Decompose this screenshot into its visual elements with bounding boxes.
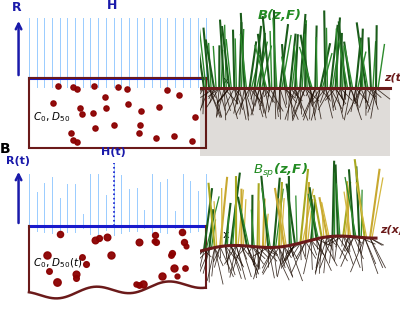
Text: z(x,t): z(x,t) [380, 225, 400, 235]
Point [176, 93, 183, 98]
Point [90, 110, 96, 115]
Point [53, 279, 60, 284]
Point [153, 135, 159, 140]
Point [74, 87, 80, 92]
Point [189, 138, 195, 143]
Point [164, 88, 170, 93]
Point [91, 237, 98, 242]
Point [152, 232, 159, 237]
Point [136, 123, 143, 128]
Point [153, 240, 159, 245]
Point [180, 240, 187, 245]
Text: H: H [107, 0, 117, 12]
Point [182, 244, 189, 248]
Text: $C_0$, $D_{50}(t)$: $C_0$, $D_{50}(t)$ [33, 256, 83, 270]
Point [76, 105, 83, 110]
Bar [29, 78, 206, 148]
Point [133, 282, 139, 287]
Point [171, 134, 178, 139]
Text: $B_{sp}$(z,F): $B_{sp}$(z,F) [252, 162, 308, 179]
Point [83, 262, 90, 267]
Text: x: x [222, 230, 229, 240]
Text: H(t): H(t) [101, 147, 126, 157]
Point [74, 139, 80, 144]
Point [156, 105, 162, 110]
Text: z(t): z(t) [384, 73, 400, 83]
Point [182, 265, 188, 270]
Point [102, 95, 108, 100]
Point [125, 101, 132, 106]
Point [73, 275, 80, 280]
Point [70, 137, 76, 142]
Point [44, 253, 50, 258]
Point [140, 282, 146, 287]
Text: B(z,F): B(z,F) [258, 9, 302, 22]
Point [90, 83, 97, 88]
Text: B: B [0, 142, 10, 156]
Point [45, 269, 52, 274]
Point [115, 85, 121, 90]
Point [78, 112, 85, 117]
Point [179, 230, 185, 235]
Point [171, 266, 178, 271]
Point [151, 238, 158, 243]
Point [168, 250, 175, 255]
Text: A: A [0, 0, 10, 3]
Text: R: R [12, 1, 22, 14]
Point [108, 253, 114, 258]
Point [136, 240, 142, 245]
Point [173, 273, 180, 278]
Point [56, 231, 63, 236]
Point [79, 254, 86, 259]
Point [68, 130, 74, 135]
Point [55, 83, 62, 88]
Point [159, 273, 165, 278]
Point [103, 106, 109, 111]
Point [96, 236, 102, 241]
Point [136, 283, 142, 288]
Point [168, 253, 174, 258]
Point [192, 115, 198, 120]
Point [138, 109, 144, 114]
Point [136, 131, 143, 136]
Point [111, 123, 118, 128]
Point [50, 100, 56, 105]
Point [104, 234, 110, 239]
Point [70, 84, 76, 89]
Text: R(t): R(t) [6, 156, 30, 166]
Bar [200, 88, 390, 156]
Point [92, 126, 98, 131]
Point [73, 271, 79, 276]
Point [124, 86, 130, 91]
Text: $C_0$, $D_{50}$: $C_0$, $D_{50}$ [33, 110, 71, 123]
Text: x: x [222, 76, 229, 86]
